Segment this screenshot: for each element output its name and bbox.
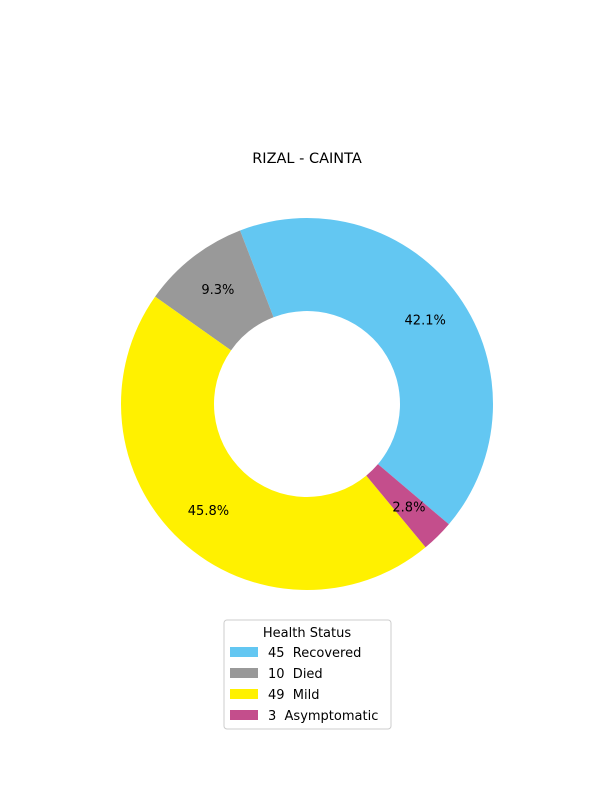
- slice-died: [155, 230, 274, 351]
- legend-box: [223, 619, 392, 730]
- slice-mild: [120, 296, 426, 591]
- legend-swatch-asymptomatic: [230, 710, 258, 720]
- legend-label-died: 10 Died: [268, 667, 323, 682]
- legend-label-asymptomatic: 3 Asymptomatic: [268, 709, 378, 724]
- slice-asymptomatic: [366, 464, 449, 548]
- legend-swatch-recovered: [230, 647, 258, 657]
- legend-swatch-died: [230, 668, 258, 678]
- slice-recovered: [240, 217, 494, 525]
- legend-title: Health Status: [263, 626, 351, 641]
- percent-labels-group: 42.1% 9.3% 45.8% 2.8%: [188, 283, 446, 519]
- chart-title: RIZAL - CAINTA: [252, 151, 362, 167]
- percent-label-died: 9.3%: [201, 283, 234, 298]
- legend-label-recovered: 45 Recovered: [268, 646, 361, 661]
- legend-swatch-mild: [230, 689, 258, 699]
- percent-label-mild: 45.8%: [188, 504, 229, 519]
- legend: Health Status 45 Recovered 10 Died 49 Mild…: [223, 619, 392, 730]
- slices-group: [120, 217, 494, 591]
- percent-label-recovered: 42.1%: [405, 314, 446, 329]
- legend-label-mild: 49 Mild: [268, 688, 320, 703]
- legend-items: 45 Recovered 10 Died 49 Mild 3 Asymptomatic: [230, 646, 378, 724]
- percent-label-asymptomatic: 2.8%: [392, 501, 425, 516]
